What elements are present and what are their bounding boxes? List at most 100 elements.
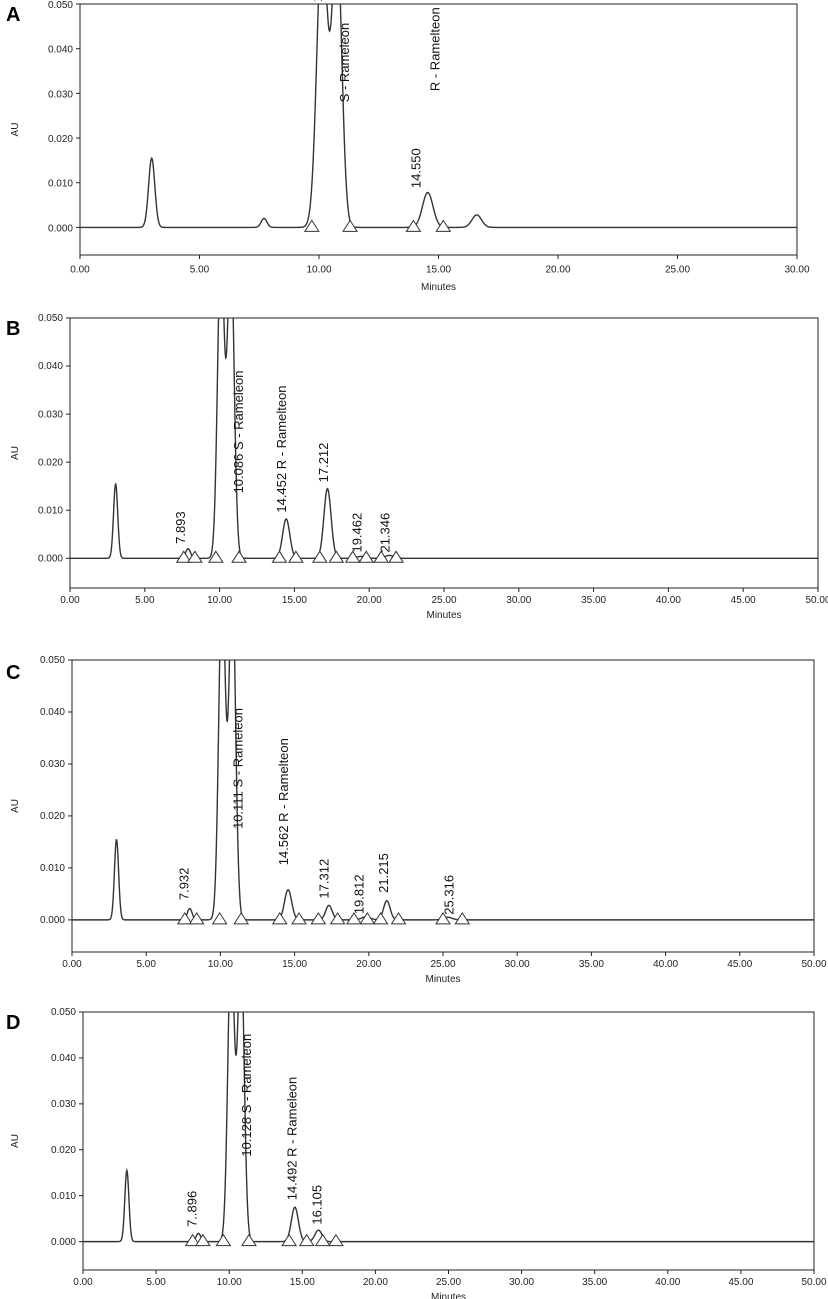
x-tick-label: 15.00 (290, 1277, 315, 1288)
x-tick-label: 45.00 (728, 1277, 753, 1288)
x-tick-label: 5.00 (146, 1277, 166, 1288)
peak-label: 21.346 (377, 513, 392, 553)
integration-marker (241, 1233, 257, 1247)
peak-label: 14.452 R - Ramelteon (274, 385, 289, 512)
integration-marker (298, 1233, 315, 1247)
peak-label: S - Rameleon (337, 23, 352, 102)
y-tick-label: 0.030 (38, 409, 63, 420)
integration-marker (211, 911, 228, 925)
y-tick-label: 0.040 (40, 707, 65, 718)
x-tick-label: 50.00 (805, 595, 828, 606)
panel-letter-b: B (6, 318, 21, 340)
x-tick-label: 5.00 (136, 959, 156, 970)
peak-label: 17.212 (316, 443, 331, 483)
y-tick-label: 0.030 (51, 1099, 76, 1110)
panel-letter-a: A (6, 4, 21, 26)
integration-marker (311, 550, 328, 563)
y-axis-title: AU (10, 446, 21, 460)
y-tick-label: 0.050 (48, 0, 73, 11)
x-axis-title: Minutes (425, 974, 460, 985)
y-tick-label: 0.000 (38, 553, 63, 564)
integration-marker (358, 550, 375, 563)
integration-marker (435, 911, 451, 925)
x-tick-label: 15.00 (282, 959, 307, 970)
x-tick-label: 25.00 (436, 1277, 461, 1288)
integration-marker (291, 911, 307, 925)
y-tick-label: 0.040 (48, 45, 73, 56)
chromatogram-panel-a: A 0.000 0.010 0.020 0.030 0.040 0.050 0.00 5.00… (0, 0, 828, 293)
plot-frame (82, 1011, 815, 1271)
integration-marker (454, 911, 471, 925)
x-tick-label: 25.00 (430, 959, 455, 970)
x-tick-label: 10.00 (217, 1277, 242, 1288)
x-tick-label: 45.00 (731, 595, 756, 606)
integration-marker (215, 1233, 232, 1247)
integration-marker (342, 219, 358, 232)
y-tick-label: 0.050 (38, 313, 63, 324)
y-tick-label: 0.000 (51, 1237, 76, 1248)
integration-marker (346, 911, 362, 925)
peak-label: 14.492 R - Rameleon (284, 1077, 299, 1201)
integration-marker (435, 219, 452, 232)
integration-marker (281, 1233, 298, 1247)
y-tick-label: 0.020 (40, 811, 65, 822)
x-tick-label: 10.00 (306, 265, 331, 276)
x-tick-label: 50.00 (801, 1277, 826, 1288)
integration-marker (175, 550, 192, 563)
peak-label: R - Ramelteon (428, 7, 443, 91)
integration-marker (359, 911, 376, 925)
integration-marker (184, 1233, 201, 1247)
integration-marker (388, 550, 405, 563)
x-tick-label: 20.00 (357, 595, 382, 606)
integration-marker (329, 911, 346, 925)
integration-marker (328, 550, 345, 563)
x-tick-label: 45.00 (727, 959, 752, 970)
y-tick-label: 0.050 (40, 655, 65, 666)
y-axis-title: AU (10, 123, 21, 137)
peak-label: 10.128 S - Rameleon (239, 1034, 254, 1157)
integration-marker (233, 911, 250, 925)
x-tick-label: 15.00 (282, 595, 307, 606)
x-tick-label: 5.00 (135, 595, 155, 606)
x-tick-label: 0.00 (62, 959, 82, 970)
chromatogram-b-svg: 0.000 0.010 0.020 0.030 0.040 0.050 0.00 5.00 10… (10, 313, 828, 621)
peak-label: 10.111 S - Rameleon (231, 708, 246, 829)
y-tick-label: 0.010 (38, 505, 63, 516)
y-tick-label: 0.040 (51, 1053, 76, 1064)
integration-marker (310, 911, 327, 925)
y-axis-title: AU (10, 1134, 21, 1148)
y-tick-label: 0.050 (51, 1007, 76, 1018)
peak-label: 7..896 (184, 1191, 199, 1227)
x-axis-title: Minutes (421, 282, 456, 293)
peak-label: 7.893 (173, 511, 188, 544)
peak-label: 10.086 S - Rameleon (231, 371, 246, 494)
chromatogram-panel-b: B 0.000 0.010 0.020 0.030 0.040 0.050 0.00 5.00… (0, 308, 828, 630)
chromatogram-panel-c: C 0.000 0.010 0.020 0.030 0.040 0.050 0.00 5.00… (0, 650, 828, 995)
x-tick-label: 20.00 (545, 265, 570, 276)
integration-marker (231, 550, 247, 563)
peak-label: 10.132 (310, 0, 325, 2)
plot-frame (69, 317, 819, 589)
y-tick-label: 0.000 (48, 223, 73, 234)
x-tick-label: 35.00 (579, 959, 604, 970)
peak-label: 14.562 R - Ramelteon (276, 738, 291, 865)
integration-marker (373, 550, 390, 563)
peak-label: 25.316 (441, 875, 456, 915)
x-tick-label: 25.00 (665, 265, 690, 276)
x-tick-label: 30.00 (506, 595, 531, 606)
y-tick-label: 0.020 (38, 457, 63, 468)
integration-marker (303, 219, 320, 232)
x-tick-label: 40.00 (655, 1277, 680, 1288)
integration-marker (372, 911, 389, 925)
x-tick-label: 30.00 (784, 265, 809, 276)
x-tick-label: 20.00 (363, 1277, 388, 1288)
peak-label: 17.312 (317, 859, 332, 899)
integration-marker (194, 1233, 211, 1247)
x-tick-label: 35.00 (582, 1277, 607, 1288)
peak-label: 19.462 (350, 513, 365, 553)
integration-marker (405, 219, 422, 232)
integration-marker (314, 1233, 331, 1247)
y-tick-label: 0.010 (40, 863, 65, 874)
y-tick-label: 0.030 (48, 89, 73, 100)
x-tick-label: 20.00 (356, 959, 381, 970)
